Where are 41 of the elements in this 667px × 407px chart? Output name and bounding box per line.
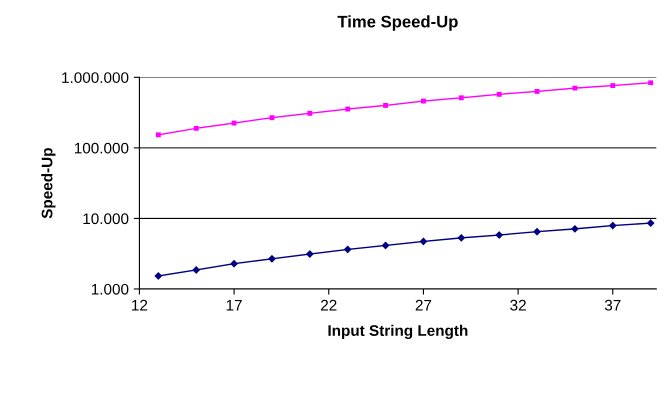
point: [609, 222, 616, 230]
point: [268, 255, 276, 262]
point: [571, 225, 579, 233]
point: [572, 86, 578, 91]
point: [307, 110, 312, 116]
x-tick-label: 12: [132, 300, 148, 310]
point: [420, 98, 426, 104]
point: [496, 231, 503, 239]
x-tick-label: 32: [510, 300, 526, 311]
point: [648, 80, 654, 86]
point: [270, 115, 274, 120]
x-tick-label: 37: [604, 300, 621, 311]
y-axis-title: Speed-Up: [41, 148, 56, 218]
x-tick-label: 27: [416, 300, 432, 310]
y-tick-label: 10.000: [83, 213, 128, 224]
point: [496, 92, 502, 97]
y-tick-label: 1.000.000: [62, 72, 128, 84]
point: [345, 106, 350, 112]
point: [382, 242, 390, 250]
point: [383, 102, 388, 108]
point: [458, 234, 465, 242]
y-tick-label: 100.000: [74, 142, 128, 154]
point: [306, 250, 314, 258]
point: [647, 219, 654, 227]
point: [232, 120, 237, 126]
point: [420, 238, 428, 246]
point: [534, 88, 540, 94]
x-tick-label: 17: [226, 300, 242, 310]
point: [344, 246, 352, 254]
point: [194, 126, 199, 131]
y-tick-label: 1.000: [92, 284, 128, 295]
point: [192, 266, 200, 274]
point: [610, 83, 616, 88]
chart-title: Time Speed-Up: [338, 15, 458, 31]
x-axis-title: Input String Length: [328, 324, 468, 340]
point: [533, 228, 541, 236]
point: [154, 272, 162, 280]
point: [458, 95, 464, 100]
point: [230, 260, 238, 268]
point: [156, 132, 161, 138]
x-tick-label: 22: [321, 300, 336, 310]
